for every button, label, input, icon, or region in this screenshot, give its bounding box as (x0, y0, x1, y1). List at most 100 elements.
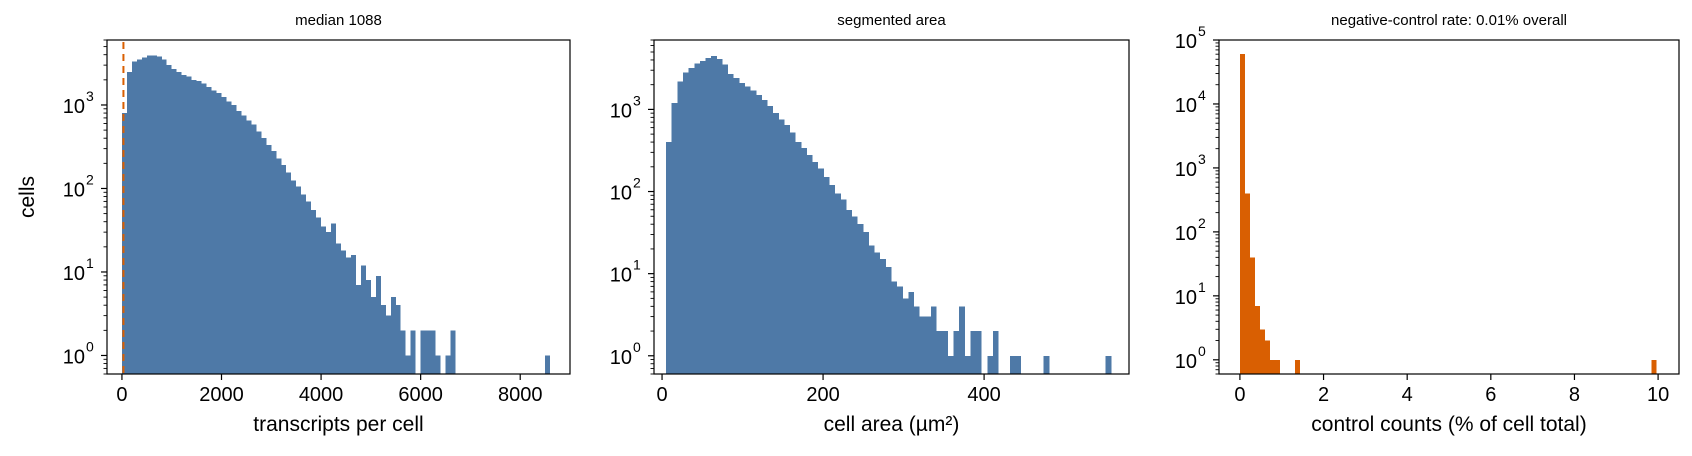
y-tick-label: 10 (610, 183, 632, 205)
histogram-bar (767, 106, 774, 374)
histogram-bar (1295, 359, 1301, 374)
histogram-bar (246, 120, 252, 374)
x-tick-label: 2000 (199, 384, 244, 406)
histogram-bar (405, 355, 411, 374)
x-tick-label: 6 (1485, 384, 1496, 406)
histogram-bar (852, 216, 858, 374)
histogram-bar (206, 86, 212, 374)
histogram-bar (1239, 54, 1245, 374)
histogram-bar (281, 165, 287, 374)
histogram-bar (450, 330, 456, 374)
histogram-bar (987, 355, 993, 374)
histogram-bar (739, 82, 745, 374)
histogram-bar (970, 331, 977, 374)
histogram-bar (251, 124, 257, 374)
y-tick-label: 10 (63, 96, 85, 118)
histogram-bar (385, 315, 391, 374)
x-tick-label: 0 (1234, 384, 1245, 406)
histogram-bar (221, 96, 227, 374)
x-tick-label: 400 (967, 384, 1000, 406)
y-tick-label: 10 (63, 179, 85, 201)
y-tick-exponent: 1 (86, 255, 94, 271)
histogram-bar (835, 193, 841, 374)
histogram-bar (216, 92, 222, 375)
plot-frame (1218, 39, 1680, 375)
panel-title: segmented area (837, 12, 946, 29)
x-tick-label: 8000 (498, 384, 543, 406)
histogram-bar (201, 83, 207, 374)
histogram-bar (1244, 193, 1250, 374)
histogram-bar (186, 76, 192, 374)
histogram-bar (1254, 305, 1260, 374)
y-axis-label: cells (16, 176, 39, 218)
histogram-bar (840, 199, 847, 374)
y-tick-label: 10 (1175, 223, 1197, 245)
x-axis-label: transcripts per cell (253, 413, 423, 436)
y-tick-label: 10 (63, 263, 85, 285)
histogram-bar (744, 86, 751, 374)
histogram-bar (430, 330, 436, 374)
histogram-bar (711, 55, 717, 374)
histogram-bar (880, 259, 886, 374)
plot-frame (653, 39, 1130, 375)
histogram-bar (947, 355, 954, 374)
bar-series (121, 55, 551, 375)
y-tick-exponent: 2 (633, 175, 641, 191)
histogram-bar (291, 180, 297, 374)
histogram-bar (156, 56, 162, 375)
histogram-bar (806, 154, 813, 374)
histogram-bar (778, 119, 785, 374)
histogram-bar (908, 291, 915, 374)
histogram-bar (750, 90, 757, 374)
histogram-bar (181, 74, 187, 375)
histogram-bar (846, 209, 853, 374)
histogram-bar (1043, 355, 1050, 374)
histogram-bar (196, 80, 202, 374)
x-tick-label: 0 (116, 384, 127, 406)
histogram-bar (176, 71, 182, 374)
histogram-bar (930, 306, 937, 374)
histogram-bar (236, 110, 242, 375)
y-tick-exponent: 4 (1198, 87, 1206, 103)
histogram-bar (1265, 340, 1271, 374)
y-tick-exponent: 2 (86, 171, 94, 187)
y-tick-label: 10 (1175, 159, 1197, 181)
histogram-bar (445, 355, 451, 374)
histogram-bar (126, 71, 132, 374)
histogram-bar (728, 73, 734, 374)
histogram-bar (964, 355, 971, 374)
histogram-bar (400, 330, 406, 374)
histogram-bar (790, 132, 796, 374)
histogram-bar (326, 232, 332, 374)
histogram-bar (716, 59, 723, 374)
y-tick-exponent: 3 (86, 88, 94, 104)
y-tick-exponent: 1 (1198, 279, 1206, 295)
histogram-bar (812, 161, 819, 374)
histogram-bar (857, 224, 864, 374)
y-tick-label: 10 (63, 346, 85, 368)
y-tick-exponent: 0 (86, 338, 94, 354)
histogram-bar (395, 305, 401, 374)
histogram-bar (891, 281, 898, 374)
histogram-bar (370, 297, 376, 374)
histogram-bar (365, 280, 371, 374)
y-tick-label: 10 (1175, 287, 1197, 309)
histogram-bar (682, 72, 689, 375)
histogram-bar (677, 81, 683, 374)
y-tick-label: 10 (610, 265, 632, 287)
histogram-bar (829, 185, 836, 374)
histogram-bar (992, 331, 999, 374)
histogram-bar (316, 217, 322, 374)
histogram-bar (161, 59, 167, 375)
histogram-bar (286, 172, 292, 374)
histogram-bar (350, 254, 356, 374)
histogram-bar (1651, 359, 1657, 374)
histogram-bar (171, 68, 177, 375)
histogram-bar (795, 142, 802, 374)
histogram-bar (874, 252, 881, 374)
histogram-bar (761, 100, 768, 375)
